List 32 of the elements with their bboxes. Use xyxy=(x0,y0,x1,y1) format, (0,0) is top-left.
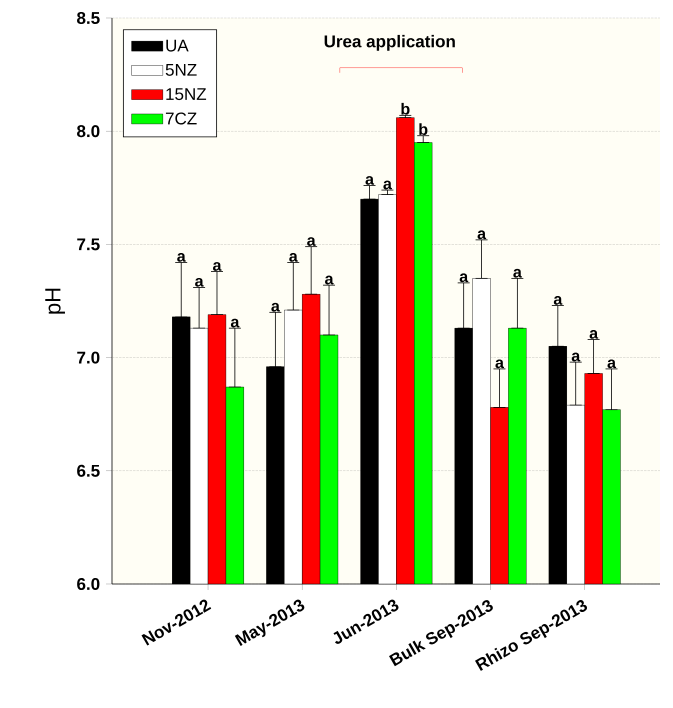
y-tick-label: 7.5 xyxy=(77,238,100,250)
annotation: Urea application xyxy=(324,34,455,51)
legend-label: 5NZ xyxy=(166,64,197,76)
annotation: a xyxy=(289,253,298,262)
legend-label: UA xyxy=(166,40,189,52)
annotation: a xyxy=(195,278,204,287)
annotation: a xyxy=(271,302,280,312)
annotation: b xyxy=(401,102,410,115)
annotation: a xyxy=(590,330,598,339)
y-axis-title: pH xyxy=(45,288,65,314)
annotation: a xyxy=(383,180,392,190)
y-tick-label: 8.0 xyxy=(77,125,100,138)
annotation: a xyxy=(513,268,522,278)
legend-label: 7CZ xyxy=(166,112,197,124)
annotation: a xyxy=(325,276,334,284)
annotation: a xyxy=(177,253,186,262)
y-tick-label: 6.0 xyxy=(77,578,100,590)
annotation: a xyxy=(460,273,468,282)
annotation: a xyxy=(230,318,240,328)
annotation: a xyxy=(608,359,616,368)
annotation: a xyxy=(213,262,222,271)
y-tick-label: 7.0 xyxy=(77,352,100,364)
annotation: a xyxy=(572,352,580,362)
legend-label: 15NZ xyxy=(166,88,206,100)
annotation: a xyxy=(366,176,374,185)
annotation: a xyxy=(307,237,316,246)
annotation: a xyxy=(554,296,562,305)
annotation: a xyxy=(495,359,504,368)
annotation: a xyxy=(478,230,486,240)
y-tick-label: 8.5 xyxy=(77,12,100,24)
y-tick-label: 6.5 xyxy=(77,464,100,477)
annotation: b xyxy=(419,123,428,136)
